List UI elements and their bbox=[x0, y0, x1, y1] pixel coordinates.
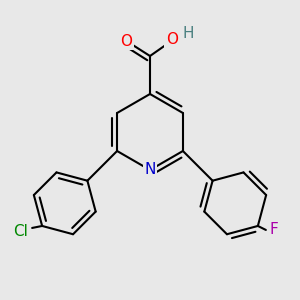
Text: O: O bbox=[166, 32, 178, 47]
Text: O: O bbox=[120, 34, 132, 49]
Text: F: F bbox=[269, 223, 278, 238]
Text: Cl: Cl bbox=[13, 224, 28, 239]
Text: N: N bbox=[144, 163, 156, 178]
Text: H: H bbox=[182, 26, 194, 41]
